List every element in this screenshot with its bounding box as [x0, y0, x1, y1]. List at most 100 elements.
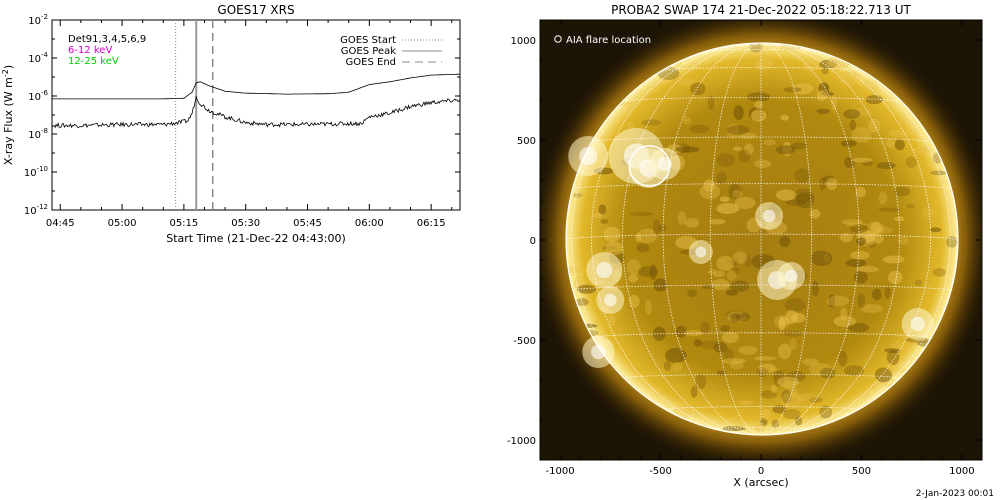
image-y-tick-label: -500	[513, 336, 536, 347]
grid-longitude-line	[709, 43, 762, 435]
grid-longitude-line	[622, 44, 762, 435]
disk-mottle	[809, 209, 821, 219]
disk-mottle	[636, 243, 650, 253]
disk-mottle	[758, 363, 776, 374]
y-tick-exponent: -8	[41, 127, 48, 135]
disk-mottle	[795, 393, 817, 402]
disk-mottle	[831, 95, 838, 111]
disk-mottle	[754, 100, 763, 109]
legend-detectors: Det91,3,4,5,6,9	[68, 34, 146, 45]
disk-mottle	[865, 95, 883, 105]
disk-mottle	[695, 373, 707, 390]
disk-mottle	[733, 251, 748, 264]
disk-mottle	[897, 236, 909, 245]
x-tick-label: 05:30	[231, 218, 260, 229]
disk-mottle	[720, 325, 731, 332]
disk-mottle	[794, 168, 811, 183]
grid-longitude-line	[760, 43, 813, 435]
image-x-tick-label: -500	[649, 466, 672, 477]
disk-mottle	[847, 323, 870, 333]
lightcurve-line	[52, 96, 460, 129]
disk-mottle	[727, 311, 747, 323]
legend-goes-peak: GOES Peak	[341, 46, 396, 57]
grid-latitude-line	[710, 427, 812, 430]
disk-mottle	[823, 175, 835, 183]
disk-mottle	[722, 358, 746, 364]
disk-mottle	[770, 384, 777, 394]
disk-mottle	[887, 367, 908, 373]
disk-mottle	[783, 409, 801, 420]
disk-mottle	[744, 255, 752, 267]
disk-mottle	[849, 108, 873, 117]
active-region-core	[591, 344, 606, 360]
disk-mottle	[724, 310, 749, 319]
disk-mottle	[850, 250, 870, 260]
y-tick-base: 10	[28, 92, 41, 103]
image-x-axis-title: X (arcsec)	[733, 476, 788, 489]
y-axis-title: X-ray Flux (W m-2)	[1, 65, 15, 165]
disk-mottle	[637, 266, 659, 277]
disk-mottle	[782, 141, 792, 157]
disk-mottle	[653, 278, 668, 292]
disk-mottle	[690, 82, 706, 96]
disk-mottle	[876, 161, 896, 170]
disk-mottle	[756, 367, 769, 378]
legend-goes-start: GOES Start	[340, 35, 396, 46]
disk-mottle	[839, 232, 853, 243]
disk-mottle	[713, 342, 728, 353]
solar-limb	[565, 42, 959, 436]
grid-latitude-line	[622, 97, 900, 102]
disk-mottle	[707, 269, 717, 275]
disk-mottle	[608, 314, 616, 326]
disk-mottle	[726, 125, 750, 135]
disk-mottle	[653, 326, 666, 341]
disk-mottle	[728, 183, 741, 199]
disk-mottle	[894, 186, 911, 197]
grid-longitude-line	[760, 45, 951, 435]
y-axis-title-close: )	[2, 65, 15, 69]
disk-mottle	[738, 400, 755, 405]
disk-mottle	[929, 227, 942, 233]
disk-mottle	[784, 298, 806, 312]
disk-mottle	[862, 79, 879, 93]
disk-mottle	[840, 140, 857, 147]
x-tick-label: 04:45	[46, 218, 75, 229]
disk-mottle	[726, 270, 737, 281]
disk-mottle	[602, 246, 617, 251]
disk-mottle	[716, 255, 735, 271]
y-tick-exponent: -4	[41, 51, 49, 59]
disk-mottle	[910, 147, 932, 154]
y-tick-label: 10-12	[24, 203, 48, 217]
legend-12-25kev: 12-25 keV	[68, 56, 119, 67]
disk-mottle	[566, 266, 584, 274]
disk-mottle	[776, 189, 797, 201]
disk-mottle	[794, 188, 813, 203]
disk-mottle	[771, 419, 780, 429]
disk-mottle	[675, 146, 700, 153]
active-region-core	[604, 293, 617, 307]
disk-mottle	[846, 222, 869, 228]
disk-mottle	[716, 153, 736, 167]
disk-mottle	[783, 330, 803, 337]
disk-mottle	[778, 317, 786, 331]
disk-mottle	[703, 179, 716, 192]
disk-mottle	[790, 142, 808, 150]
disk-mottle	[635, 233, 642, 243]
disk-mottle	[727, 123, 740, 139]
y-tick-base: 10	[28, 130, 41, 141]
grid-longitude-line	[760, 43, 860, 435]
disk-mottle	[946, 236, 958, 248]
disk-mottle	[723, 348, 734, 363]
disk-mottle	[854, 270, 868, 284]
disk-mottle	[730, 280, 750, 292]
disk-mottle	[761, 408, 771, 421]
disk-mottle	[862, 233, 884, 245]
goes-time-markers	[175, 20, 214, 210]
disk-mottle	[725, 289, 738, 296]
disk-mottle	[851, 127, 872, 143]
disk-mottle	[729, 361, 744, 370]
disk-mottle	[732, 415, 742, 423]
x-tick-label: 05:45	[293, 218, 322, 229]
disk-mottle	[744, 143, 754, 156]
